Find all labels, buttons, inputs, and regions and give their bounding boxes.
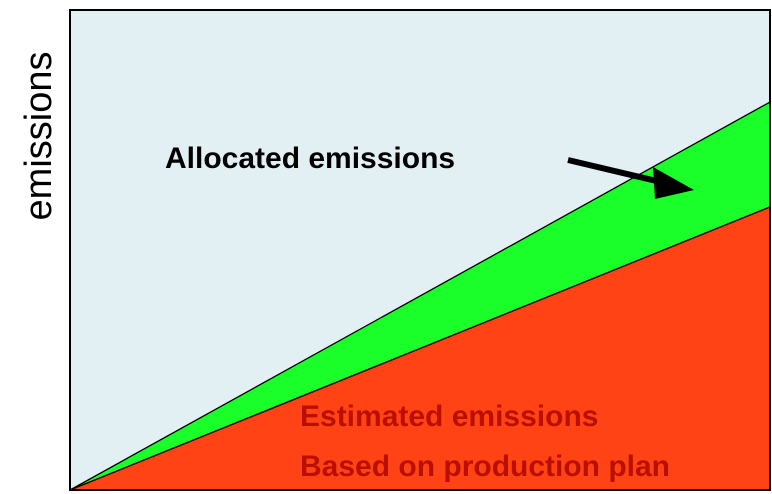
estimated-emissions-label: Estimated emissions (300, 400, 598, 433)
allocated-emissions-label: Allocated emissions (165, 142, 455, 175)
plot-frame (69, 9, 771, 491)
production-plan-label: Based on production plan (300, 450, 670, 483)
arrow-icon (567, 157, 694, 199)
y-axis-label: emissions (18, 52, 60, 221)
